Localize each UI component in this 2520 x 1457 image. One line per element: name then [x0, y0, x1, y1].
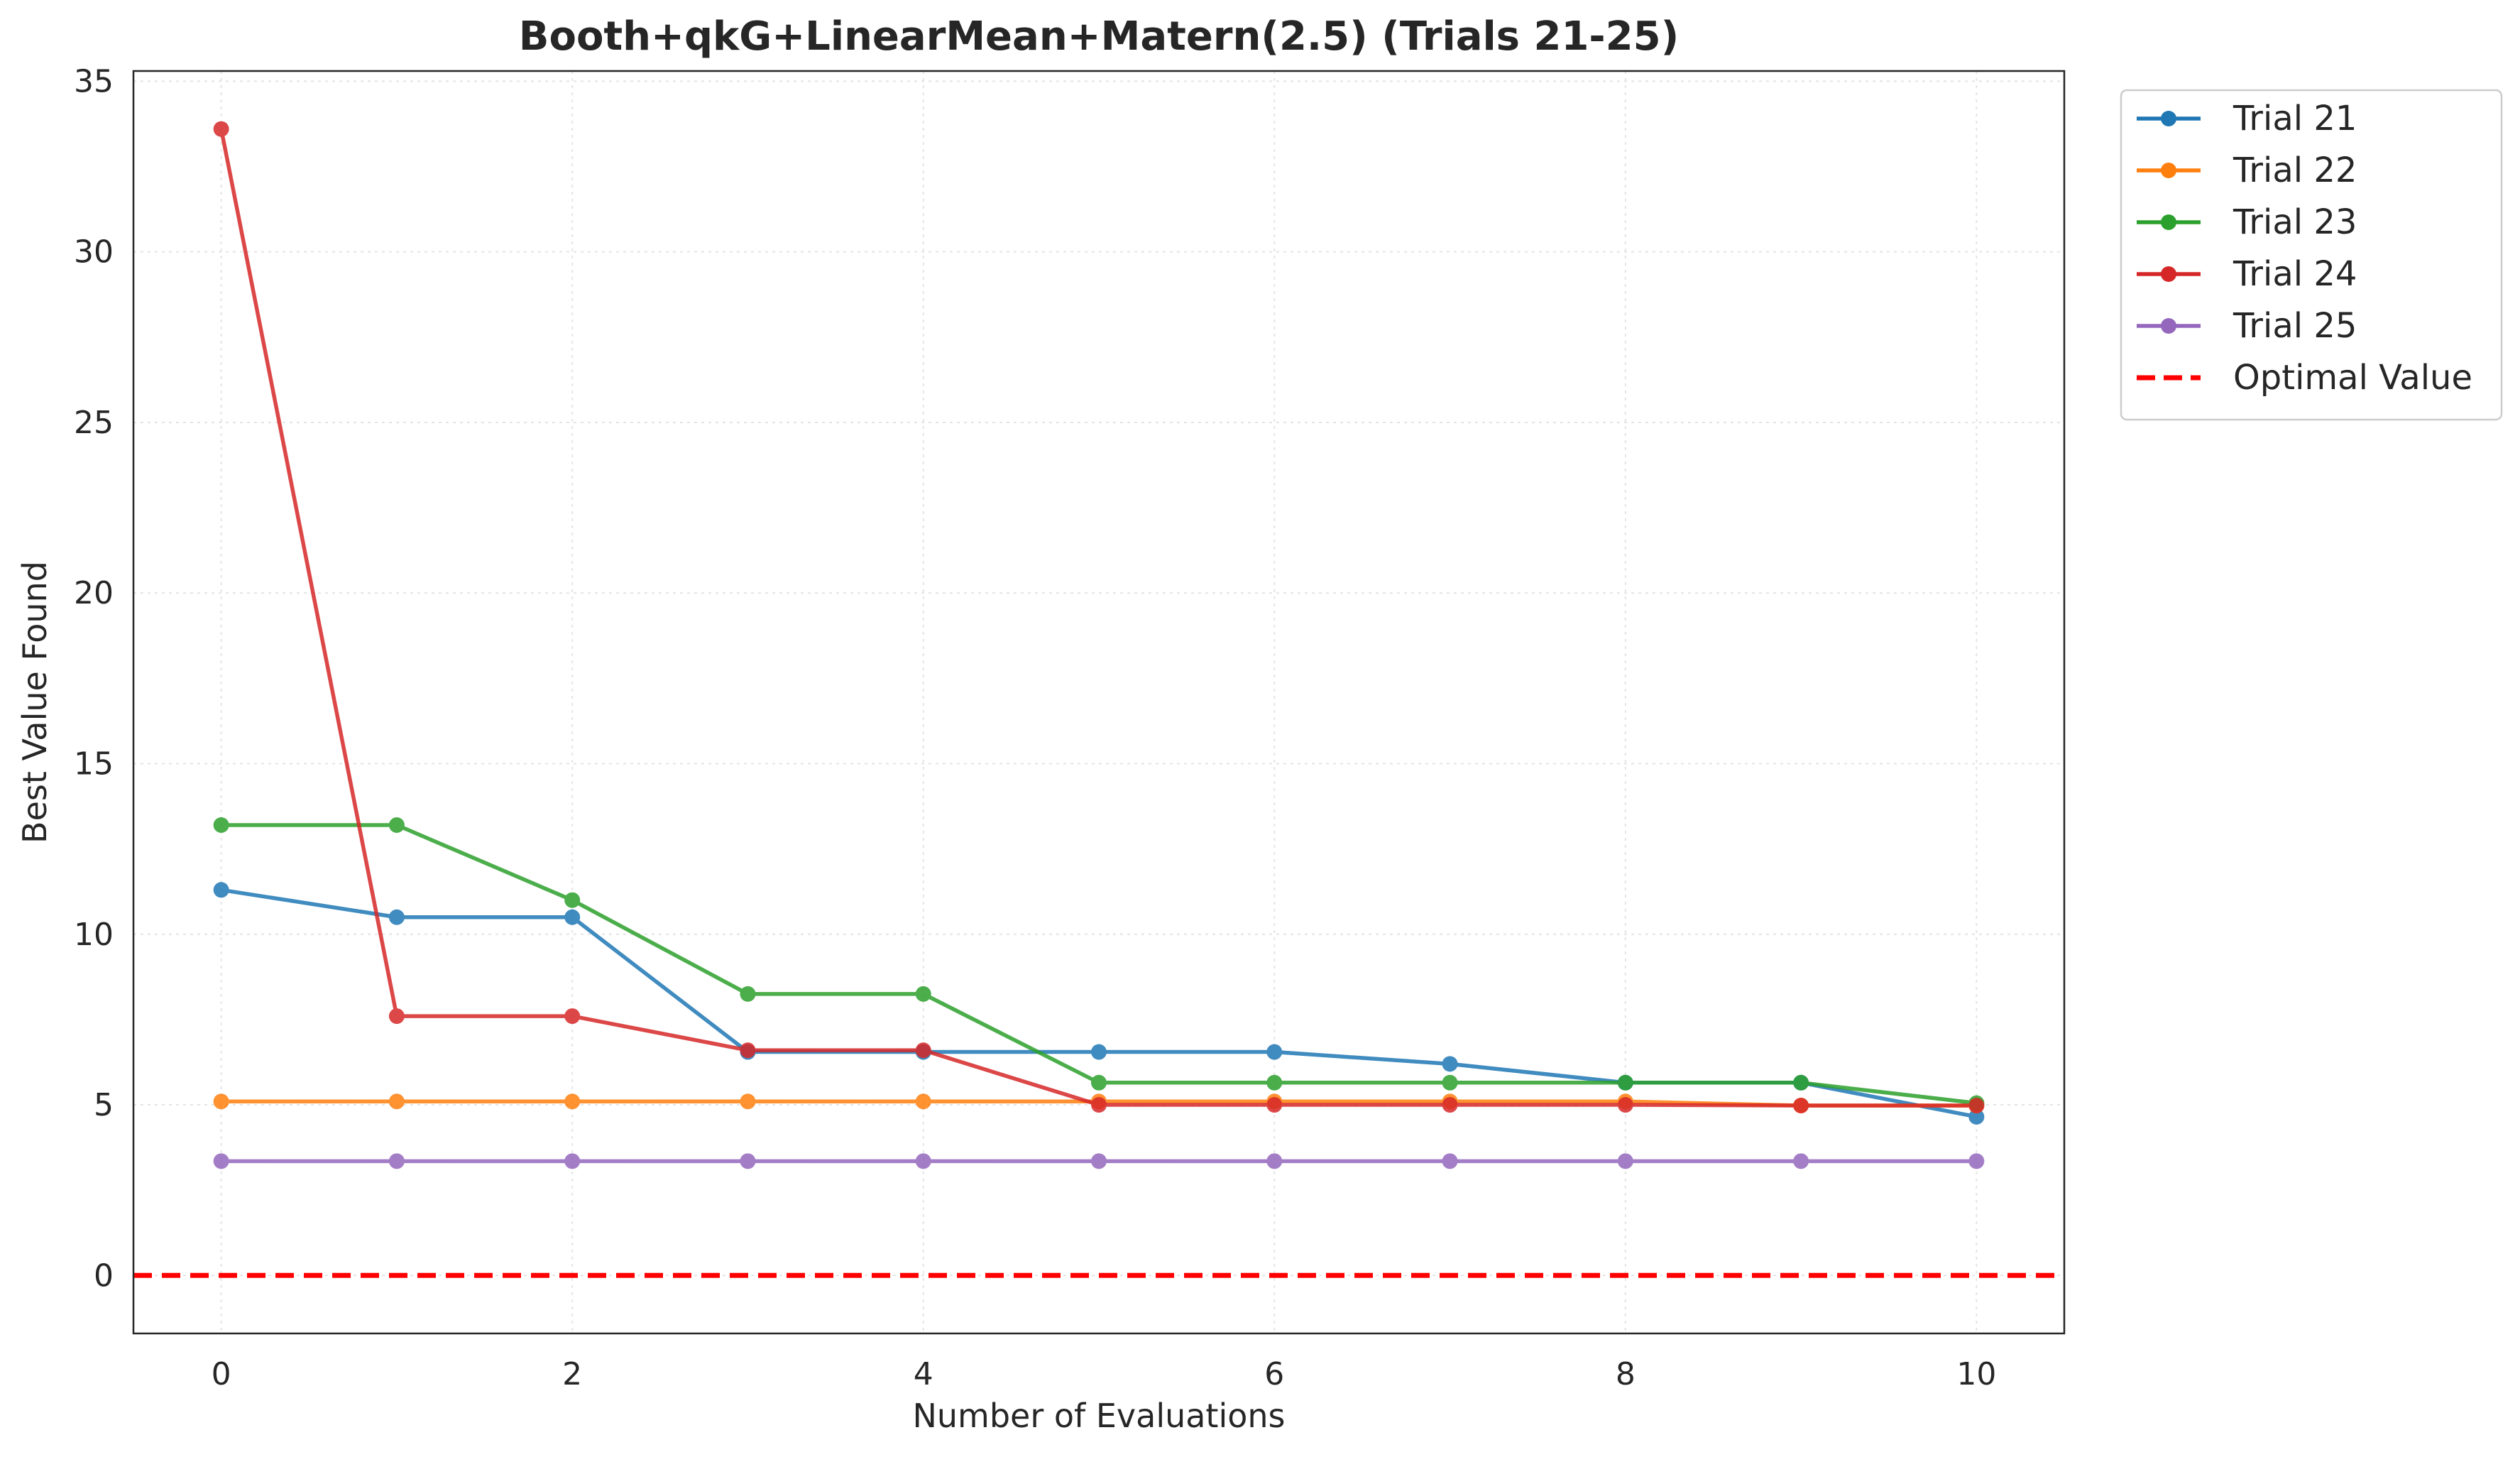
trial-24-point [740, 1042, 756, 1059]
y-tick-label: 35 [74, 63, 114, 99]
trial-25-point [1266, 1153, 1283, 1169]
legend-marker-trial-23 [2161, 214, 2176, 230]
x-axis-label: Number of Evaluations [912, 1397, 1285, 1435]
legend: Trial 21 Trial 22 Trial 23 Trial 24 Trial 25… [2120, 89, 2503, 421]
x-tick-label: 4 [914, 1356, 933, 1392]
legend-label-trial-23: Trial 23 [2233, 202, 2357, 242]
trial-25-point [915, 1153, 931, 1169]
y-tick-label: 10 [74, 917, 114, 953]
trial-23-point [1617, 1074, 1633, 1091]
trial-25-point [740, 1153, 756, 1169]
x-tick-label: 2 [562, 1356, 582, 1392]
trial-24-point [1091, 1097, 1107, 1113]
y-tick-label: 30 [74, 234, 114, 271]
trial-25-point [388, 1153, 405, 1169]
trial-23-point [915, 986, 931, 1002]
y-axis-label: Best Value Found [16, 561, 54, 844]
legend-label-trial-22: Trial 22 [2233, 151, 2357, 190]
trial-23-line [221, 823, 1977, 1106]
y-tick-label: 15 [74, 746, 114, 782]
trial-25-point [1442, 1153, 1458, 1169]
x-tick-label: 8 [1616, 1356, 1636, 1392]
trial-25-point [1793, 1153, 1809, 1169]
trial-25-point [213, 1153, 229, 1169]
y-tick-label: 20 [74, 575, 114, 611]
trial-25-point [564, 1153, 581, 1169]
trial-21-point [1442, 1056, 1458, 1072]
trial-22-point [388, 1093, 405, 1110]
trial-24-point [388, 1008, 405, 1025]
trial-22-point [564, 1093, 581, 1110]
series-trial-23 [213, 817, 1985, 1111]
trial-21-point [1266, 1044, 1283, 1060]
legend-label-trial-24: Trial 24 [2233, 254, 2357, 294]
series-layer [213, 121, 1985, 1169]
trial-24-point [1793, 1097, 1809, 1113]
series-trial-24 [213, 121, 1985, 1113]
trial-23-point [1793, 1074, 1809, 1091]
chart-title: Booth+qkG+LinearMean+Matern(2.5) (Trials… [519, 13, 1679, 60]
legend-marker-trial-25 [2161, 318, 2176, 334]
trial-24-point [564, 1008, 581, 1025]
trial-23-point [1442, 1074, 1458, 1091]
trial-21-point [213, 882, 229, 898]
trial-21-point [1091, 1044, 1107, 1060]
trial-25-point [1617, 1153, 1633, 1169]
trial-23-point [388, 817, 405, 833]
y-ticks: 0 5 10 15 20 25 30 35 [74, 63, 114, 1294]
x-tick-label: 6 [1264, 1356, 1284, 1392]
trial-23-point [1266, 1074, 1283, 1091]
trial-22-point [213, 1093, 229, 1110]
trial-25-point [1968, 1153, 1985, 1169]
plot-frame [132, 70, 2066, 1335]
legend-frame [2120, 89, 2503, 421]
y-tick-label: 5 [94, 1087, 114, 1123]
legend-marker-trial-21 [2161, 111, 2176, 126]
trial-23-point [740, 986, 756, 1002]
trial-23-point [1091, 1074, 1107, 1091]
y-tick-label: 0 [94, 1257, 114, 1294]
x-tick-label: 0 [212, 1356, 231, 1392]
legend-marker-trial-22 [2161, 163, 2176, 178]
trial-21-point [388, 909, 405, 925]
y-tick-label: 25 [74, 405, 114, 441]
trial-23-point [213, 817, 229, 833]
legend-label-trial-25: Trial 25 [2233, 306, 2357, 346]
grid [133, 71, 2064, 1333]
trial-22-point [740, 1093, 756, 1110]
legend-label-trial-21: Trial 21 [2233, 99, 2357, 138]
trial-24-point [213, 121, 229, 137]
series-trial-25 [213, 1153, 1985, 1169]
trial-21-point [1968, 1108, 1985, 1125]
trial-24-line [219, 129, 1977, 1108]
trial-21-point [564, 909, 581, 925]
trial-24-point [915, 1042, 931, 1059]
legend-label-optimal-value: Optimal Value [2233, 358, 2472, 398]
trial-23-point [564, 892, 581, 908]
trial-24-point [1968, 1097, 1985, 1113]
trial-24-point [1442, 1097, 1458, 1113]
x-tick-label: 10 [1956, 1356, 1996, 1392]
trial-22-point [915, 1093, 931, 1110]
trial-24-point [1617, 1097, 1633, 1113]
trial-25-point [1091, 1153, 1107, 1169]
legend-marker-trial-24 [2161, 266, 2176, 282]
x-ticks: 0 2 4 6 8 10 [212, 1356, 1997, 1392]
trial-24-point [1266, 1097, 1283, 1113]
